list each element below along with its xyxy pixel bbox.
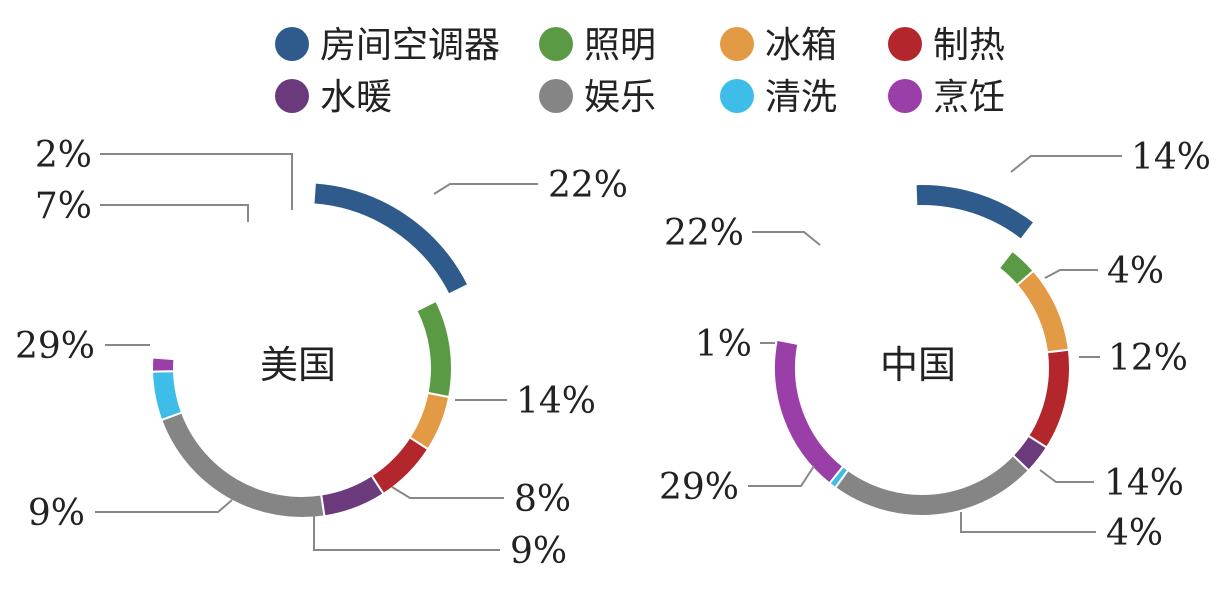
donut-slice-照明: [415, 299, 453, 399]
donut-slice-制热: [1026, 348, 1072, 449]
legend-swatch: [720, 27, 754, 61]
legend-label: 照明: [584, 25, 656, 66]
leader-line: [313, 513, 500, 551]
donut-chart-china: 中国 14% 4% 12% 14% 4% 29% 1% 22%: [659, 137, 1211, 554]
donut-slice-制热: [370, 435, 430, 496]
legend-swatch: [720, 79, 754, 113]
legend-swatch: [539, 79, 573, 113]
percent-label: 14%: [516, 381, 596, 422]
donut-slice-烹饪: [151, 356, 176, 373]
legend-label: 制热: [933, 25, 1005, 66]
percent-label: 2%: [35, 135, 92, 176]
leader-line: [752, 231, 821, 246]
leader-line: [1039, 469, 1094, 483]
percent-label: 29%: [15, 326, 95, 367]
donut-slice-娱乐: [160, 411, 326, 519]
donut-slice-娱乐: [833, 453, 1031, 517]
donut-slice-清洗: [151, 370, 184, 422]
legend-swatch: [888, 27, 922, 61]
leader-line: [960, 512, 1096, 533]
legend-label: 水暖: [320, 77, 392, 118]
donut-slice-烹饪: [773, 338, 845, 485]
percent-label: 1%: [695, 324, 752, 365]
percent-label: 9%: [510, 531, 567, 572]
legend-label: 清洗: [765, 77, 837, 118]
percent-label: 22%: [548, 165, 628, 206]
leader-line: [95, 499, 233, 513]
donut-chart-usa: 美国 22% 14% 8% 9% 9% 29% 7% 2%: [15, 135, 628, 572]
leader-line: [1044, 269, 1098, 279]
leader-line: [391, 486, 504, 499]
percent-label: 9%: [28, 493, 85, 534]
donut-center-title: 美国: [260, 343, 336, 387]
percent-label: 4%: [1107, 251, 1164, 292]
legend-swatch: [888, 79, 922, 113]
percent-label: 14%: [1131, 137, 1211, 178]
donut-center-title: 中国: [880, 343, 956, 387]
percent-label: 4%: [1106, 513, 1163, 554]
donut-slice-冰箱: [1015, 269, 1070, 354]
legend-label: 烹饪: [933, 77, 1005, 118]
leader-line: [1010, 155, 1122, 173]
percent-label: 29%: [659, 467, 739, 508]
percent-label: 14%: [1104, 463, 1184, 504]
legend-swatch: [275, 79, 309, 113]
percent-label: 8%: [514, 479, 571, 520]
leader-line: [433, 183, 538, 195]
legend-label: 冰箱: [765, 25, 837, 66]
percent-label: 12%: [1108, 338, 1188, 379]
percent-label: 7%: [35, 186, 92, 227]
legend-label: 娱乐: [584, 77, 656, 118]
leader-line: [748, 465, 815, 487]
leader-line: [100, 153, 293, 210]
donut-slice-水暖: [320, 474, 385, 518]
legend-swatch: [539, 27, 573, 61]
legend-label: 房间空调器: [320, 25, 500, 66]
donut-slice-房间空调器: [312, 181, 470, 296]
percent-label: 22%: [664, 213, 744, 254]
donut-slice-房间空调器: [914, 183, 1036, 242]
legend-swatch: [275, 27, 309, 61]
leader-line: [100, 204, 249, 222]
